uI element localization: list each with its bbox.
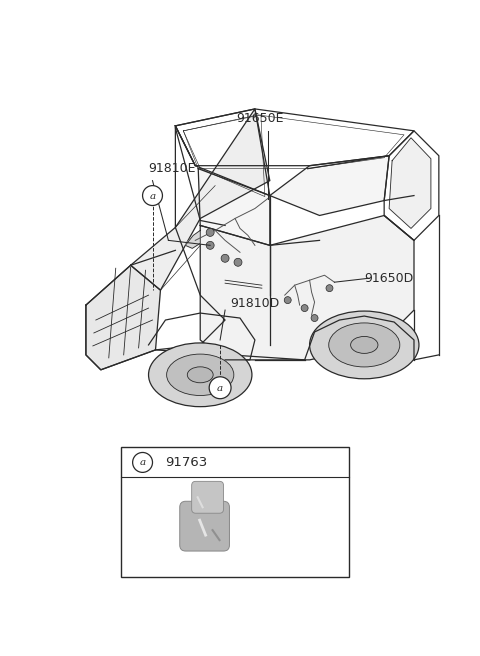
Text: 91650D: 91650D — [364, 272, 414, 285]
Circle shape — [234, 258, 242, 266]
Circle shape — [311, 315, 318, 321]
Text: 91810E: 91810E — [148, 162, 196, 175]
Polygon shape — [200, 215, 414, 360]
Ellipse shape — [350, 337, 378, 354]
Circle shape — [301, 304, 308, 312]
Ellipse shape — [167, 354, 234, 396]
Polygon shape — [270, 155, 389, 215]
Circle shape — [326, 285, 333, 292]
Ellipse shape — [148, 343, 252, 407]
Text: a: a — [149, 192, 156, 201]
Polygon shape — [198, 169, 270, 245]
Text: 91650E: 91650E — [236, 112, 284, 125]
Bar — [120, 447, 349, 577]
Circle shape — [284, 297, 291, 304]
Polygon shape — [389, 138, 431, 228]
Circle shape — [132, 453, 153, 472]
Text: 91810D: 91810D — [230, 297, 279, 310]
Text: a: a — [217, 384, 223, 393]
Ellipse shape — [187, 367, 213, 382]
Polygon shape — [185, 230, 200, 249]
FancyBboxPatch shape — [192, 482, 224, 513]
Circle shape — [221, 255, 229, 262]
Circle shape — [206, 241, 214, 249]
Circle shape — [209, 377, 231, 399]
Text: a: a — [140, 459, 145, 468]
Ellipse shape — [310, 311, 419, 379]
Ellipse shape — [329, 323, 400, 367]
Polygon shape — [131, 109, 270, 290]
FancyBboxPatch shape — [180, 501, 229, 551]
Polygon shape — [86, 265, 160, 370]
Circle shape — [206, 228, 214, 236]
Text: 91763: 91763 — [166, 456, 208, 469]
Circle shape — [143, 186, 162, 205]
